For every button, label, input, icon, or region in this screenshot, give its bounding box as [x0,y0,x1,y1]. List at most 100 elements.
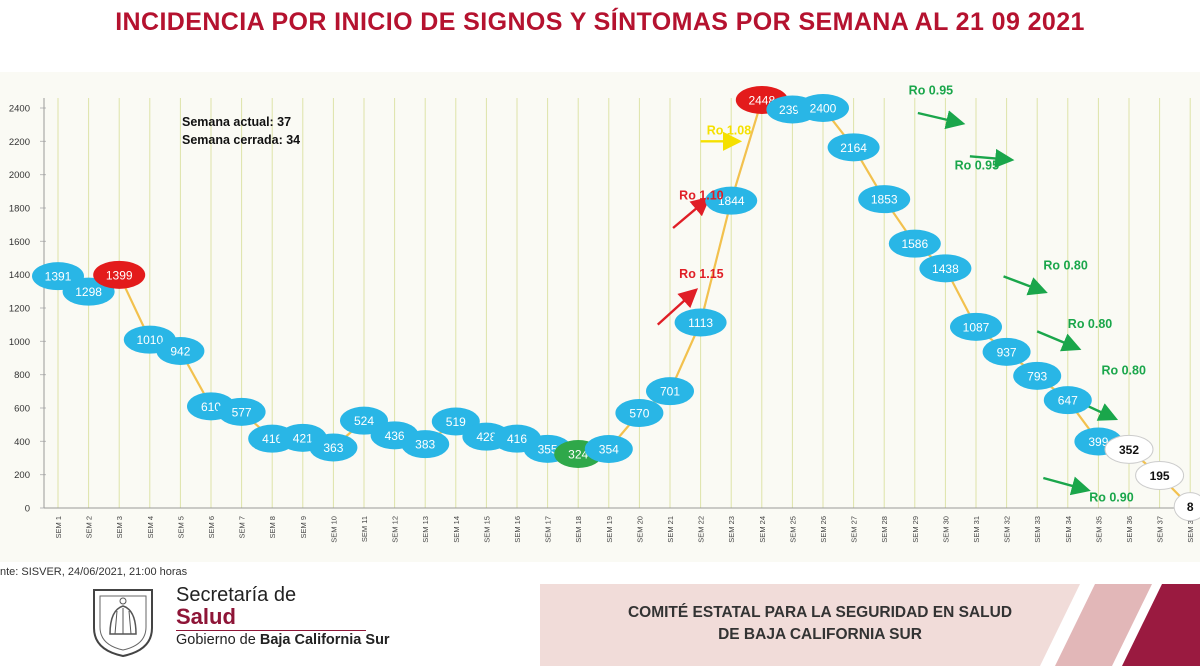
y-tick-label: 1600 [9,237,30,248]
data-label: 2164 [840,141,867,155]
page-title: INCIDENCIA POR INICIO DE SIGNOS Y SÍNTOM… [115,8,1085,36]
y-tick-label: 1800 [9,204,30,215]
data-point-bubble [217,397,266,426]
current-week-note: Semana actual: 37 [182,115,291,129]
x-tick-label: SEM 4 [146,516,155,539]
data-label: 570 [629,407,649,421]
data-label: 1844 [718,194,745,208]
data-label: 428 [476,430,496,444]
x-tick-label: SEM 15 [482,516,491,543]
data-label: 701 [660,385,680,399]
y-tick-label: 400 [14,437,30,448]
ro-arrow [1003,275,1048,296]
ro-annotation: Ro 0.80 [1043,259,1088,273]
x-tick-label: SEM 2 [85,516,94,539]
y-tick-label: 200 [14,470,30,481]
y-tick-label: 600 [14,404,30,415]
x-tick-label: SEM 13 [421,516,430,543]
x-tick-label: SEM 5 [176,516,185,539]
y-tick-label: 2000 [9,170,30,181]
data-point-bubble [674,308,727,337]
x-tick-label: SEM 22 [697,516,706,543]
x-tick-label: SEM 16 [513,516,522,543]
committee-title: COMITÉ ESTATAL PARA LA SEGURIDAD EN SALU… [580,602,1060,646]
data-label: 421 [293,431,313,445]
data-label: 577 [232,405,252,419]
data-label: 1399 [106,268,133,282]
ro-arrow [672,196,711,229]
ro-arrow [1043,476,1091,496]
x-tick-label: SEM 18 [574,516,583,543]
data-label: 1298 [75,285,102,299]
x-tick-label: SEM 38 [1186,516,1195,543]
data-point-bubble [1013,361,1062,390]
ro-annotation: Ro 0.90 [1089,490,1134,504]
x-tick-label: SEM 28 [880,516,889,543]
y-tick-label: 1200 [9,304,30,315]
x-tick-label: SEM 32 [1003,516,1012,543]
data-point-bubble [950,312,1002,341]
x-tick-label: SEM 6 [207,516,216,539]
x-tick-label: SEM 11 [360,516,369,542]
committee-banner [540,584,1200,666]
data-label: 1391 [45,270,72,284]
y-tick-label: 1000 [9,337,30,348]
data-point-bubble [584,435,633,463]
data-label: 416 [262,432,282,446]
x-tick-label: SEM 10 [329,516,338,543]
data-label: 399 [1088,435,1108,449]
data-label: 1853 [871,193,898,207]
data-label: 937 [997,345,1017,359]
data-label: 1010 [136,333,163,347]
logo-divider [176,630,366,631]
data-label: 793 [1027,369,1047,383]
data-label: 324 [568,448,588,462]
data-label: 8 [1187,500,1194,514]
data-point-bubble [827,133,880,162]
data-point-bubble [401,430,450,459]
data-label: 355 [538,442,558,456]
data-point-bubble [919,254,972,283]
data-point-bubble [1104,434,1154,464]
data-point-bubble [1135,461,1185,490]
x-tick-label: SEM 25 [788,516,797,543]
x-tick-label: SEM 34 [1064,516,1073,543]
data-point-bubble [1173,492,1200,522]
x-tick-label: SEM 17 [544,516,553,543]
secretaria-label: Secretaría de [176,584,297,606]
data-label: 195 [1150,469,1170,483]
x-tick-label: SEM 37 [1156,516,1165,543]
x-tick-label: SEM 8 [268,516,277,539]
state-seal-icon [93,589,153,658]
x-tick-label: SEM 26 [819,516,828,543]
data-point-bubble [646,377,694,406]
data-label: 1438 [932,262,959,276]
x-tick-label: SEM 35 [1094,516,1103,543]
y-tick-label: 2400 [9,104,30,115]
ro-arrow [1036,330,1082,352]
x-tick-label: SEM 9 [299,516,308,539]
ro-annotation: Ro 0.95 [909,84,954,98]
y-tick-label: 1400 [9,270,30,281]
ro-annotation: Ro 0.95 [955,159,1000,173]
data-label: 436 [385,429,405,443]
government-state: Baja California Sur [259,632,390,648]
secretaria-salud-logo: Secretaría de Salud Gobierno de Baja Cal… [88,584,508,660]
government-label: Gobierno de Baja California Sur [176,632,390,648]
y-tick-label: 800 [14,370,30,381]
x-tick-label: SEM 21 [666,516,675,543]
data-point-bubble [93,260,146,289]
data-label: 1586 [901,237,928,251]
data-label: 383 [415,438,435,452]
data-point-bubble [615,399,664,427]
salud-label: Salud [176,604,236,629]
data-label: 1087 [963,320,990,334]
x-tick-label: SEM 1 [54,516,63,539]
x-tick-label: SEM 12 [391,516,400,543]
x-tick-label: SEM 24 [758,516,767,543]
x-tick-label: SEM 19 [605,516,614,543]
y-tick-label: 2200 [9,137,30,148]
x-tick-label: SEM 33 [1033,516,1042,543]
x-tick-label: SEM 29 [911,516,920,543]
data-point-bubble [888,229,941,258]
